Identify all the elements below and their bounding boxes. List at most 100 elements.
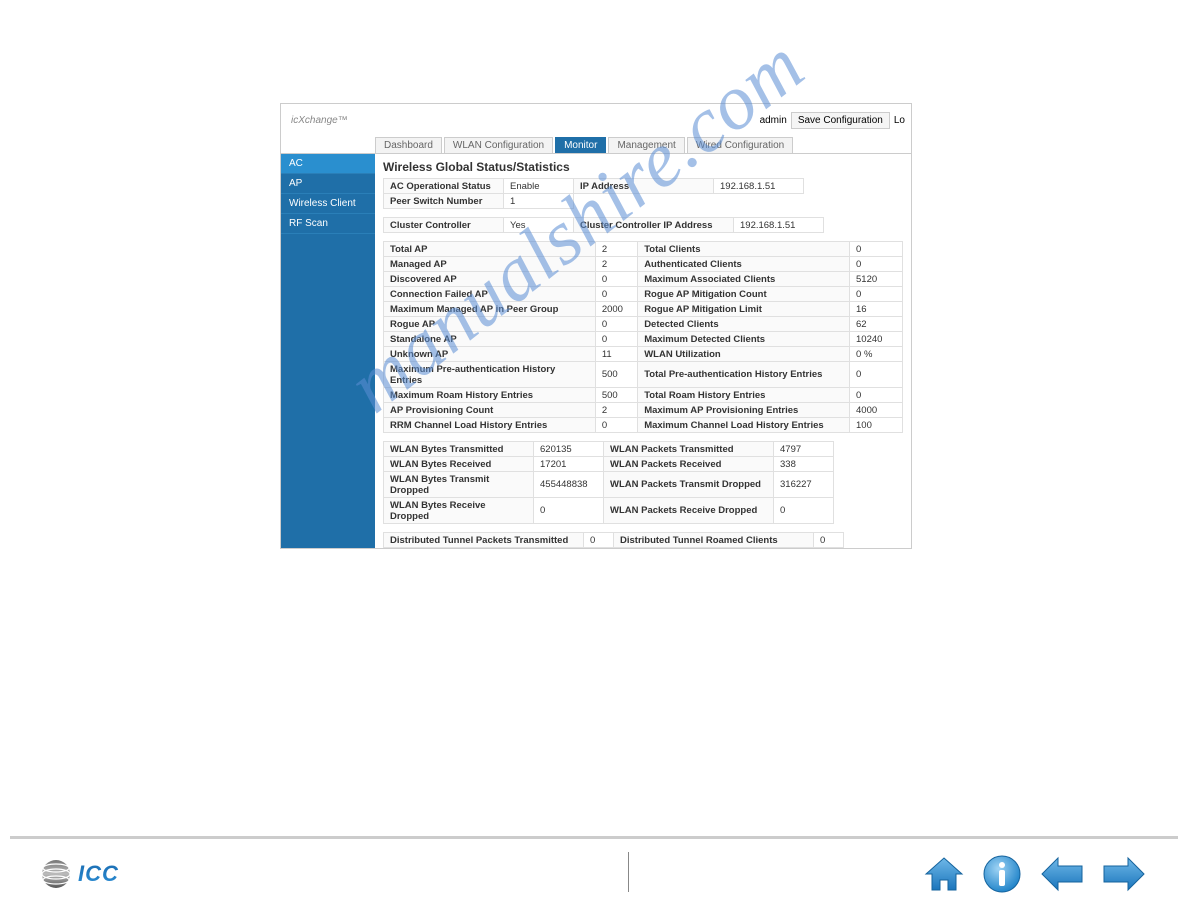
app-window: icXchange™ admin Save Configuration Lo D… bbox=[280, 103, 912, 549]
footer-logo-text: ICC bbox=[78, 861, 119, 887]
stat-value: 4797 bbox=[774, 442, 834, 457]
stat-value: 0 bbox=[595, 317, 637, 332]
stat-label: WLAN Bytes Receive Dropped bbox=[384, 498, 534, 524]
stat-label: WLAN Packets Transmit Dropped bbox=[604, 472, 774, 498]
sidebar-item-ap[interactable]: AP bbox=[281, 174, 375, 194]
tab-monitor[interactable]: Monitor bbox=[555, 137, 606, 153]
stat-value: 0 % bbox=[850, 347, 903, 362]
stat-value: Yes bbox=[504, 218, 574, 233]
stat-label: WLAN Bytes Transmit Dropped bbox=[384, 472, 534, 498]
stat-value: 500 bbox=[595, 388, 637, 403]
globe-icon bbox=[40, 858, 72, 890]
stat-label: Managed AP bbox=[384, 257, 596, 272]
sidebar-item-ac[interactable]: AC bbox=[281, 154, 375, 174]
stat-label: Cluster Controller IP Address bbox=[574, 218, 734, 233]
stat-value: 2 bbox=[595, 403, 637, 418]
tab-dashboard[interactable]: Dashboard bbox=[375, 137, 442, 153]
brand-text: icXchange™ bbox=[291, 115, 348, 126]
stat-value: 455448838 bbox=[534, 472, 604, 498]
stat-label: Cluster Controller bbox=[384, 218, 504, 233]
stat-value: 100 bbox=[850, 418, 903, 433]
stat-value: 4000 bbox=[850, 403, 903, 418]
stat-label: WLAN Bytes Received bbox=[384, 457, 534, 472]
stat-value: 62 bbox=[850, 317, 903, 332]
stat-label: Detected Clients bbox=[638, 317, 850, 332]
main-tabs: DashboardWLAN ConfigurationMonitorManage… bbox=[281, 136, 911, 154]
stat-label: WLAN Packets Received bbox=[604, 457, 774, 472]
stat-value: 0 bbox=[850, 388, 903, 403]
info-icon[interactable] bbox=[980, 852, 1024, 896]
stat-label: WLAN Utilization bbox=[638, 347, 850, 362]
status-block-2: Cluster ControllerYesCluster Controller … bbox=[383, 217, 824, 233]
stat-value: 0 bbox=[850, 287, 903, 302]
stat-value: 0 bbox=[814, 533, 844, 548]
save-config-button[interactable]: Save Configuration bbox=[791, 112, 890, 129]
stat-label: AP Provisioning Count bbox=[384, 403, 596, 418]
stat-label: Total Roam History Entries bbox=[638, 388, 850, 403]
stat-label: Distributed Tunnel Clients bbox=[384, 548, 584, 549]
stat-label: Unknown AP bbox=[384, 347, 596, 362]
current-user: admin bbox=[760, 115, 787, 126]
stat-label: WLAN Packets Receive Dropped bbox=[604, 498, 774, 524]
stat-value: 0 bbox=[595, 287, 637, 302]
stat-label: Maximum Pre-authentication History Entri… bbox=[384, 362, 596, 388]
stat-label: Rogue AP bbox=[384, 317, 596, 332]
stat-label: Discovered AP bbox=[384, 272, 596, 287]
stat-label: Maximum Roam History Entries bbox=[384, 388, 596, 403]
stat-label: Peer Switch Number bbox=[384, 194, 504, 209]
stat-label: Maximum Detected Clients bbox=[638, 332, 850, 347]
stat-value: 2 bbox=[595, 242, 637, 257]
stat-label: Rogue AP Mitigation Limit bbox=[638, 302, 850, 317]
stat-value: 338 bbox=[774, 457, 834, 472]
stat-value: Enable bbox=[504, 179, 574, 194]
stat-value: 0 bbox=[595, 272, 637, 287]
stat-value: 620135 bbox=[534, 442, 604, 457]
prev-icon[interactable] bbox=[1038, 854, 1086, 894]
stat-value: 316227 bbox=[774, 472, 834, 498]
status-block-5: Distributed Tunnel Packets Transmitted0D… bbox=[383, 532, 844, 548]
status-block-3: Total AP2Total Clients0Managed AP2Authen… bbox=[383, 241, 903, 433]
sidebar: ACAPWireless ClientRF Scan bbox=[281, 154, 375, 548]
stat-label: Total Clients bbox=[638, 242, 850, 257]
stat-value: 192.168.1.51 bbox=[734, 218, 824, 233]
stat-value: 1 bbox=[504, 194, 574, 209]
status-block-4: WLAN Bytes Transmitted620135WLAN Packets… bbox=[383, 441, 834, 524]
footer-separator bbox=[10, 836, 1178, 839]
stat-label: Distributed Tunnel Packets Transmitted bbox=[384, 533, 584, 548]
home-icon[interactable] bbox=[922, 852, 966, 896]
stat-value: 0 bbox=[595, 332, 637, 347]
tab-wired-configuration[interactable]: Wired Configuration bbox=[687, 137, 793, 153]
next-icon[interactable] bbox=[1100, 854, 1148, 894]
sidebar-item-rf-scan[interactable]: RF Scan bbox=[281, 214, 375, 234]
sidebar-item-wireless-client[interactable]: Wireless Client bbox=[281, 194, 375, 214]
stat-label: Authenticated Clients bbox=[638, 257, 850, 272]
tab-management[interactable]: Management bbox=[608, 137, 684, 153]
stat-value: 0 bbox=[584, 548, 614, 549]
stat-label: Maximum Channel Load History Entries bbox=[638, 418, 850, 433]
stat-label: IP Address bbox=[574, 179, 714, 194]
stat-label: Distributed Tunnel Roamed Clients bbox=[614, 533, 814, 548]
stat-label: Total AP bbox=[384, 242, 596, 257]
stat-value: 0 bbox=[850, 242, 903, 257]
stat-label: Maximum Managed AP in Peer Group bbox=[384, 302, 596, 317]
stat-value: 192.168.1.51 bbox=[714, 179, 804, 194]
stat-label: Total Pre-authentication History Entries bbox=[638, 362, 850, 388]
stat-label: Standalone AP bbox=[384, 332, 596, 347]
stat-value: 0 bbox=[595, 418, 637, 433]
logout-button[interactable]: Lo bbox=[894, 115, 905, 126]
stat-value: 0 bbox=[850, 257, 903, 272]
stat-value: 16 bbox=[850, 302, 903, 317]
stat-value: 2000 bbox=[595, 302, 637, 317]
stat-label: RRM Channel Load History Entries bbox=[384, 418, 596, 433]
footer-logo: ICC bbox=[40, 858, 119, 890]
stat-value: 500 bbox=[595, 362, 637, 388]
stat-label: WLAN Bytes Transmitted bbox=[384, 442, 534, 457]
stat-label: WLAN Packets Transmitted bbox=[604, 442, 774, 457]
page-title: Wireless Global Status/Statistics bbox=[383, 160, 903, 174]
tab-wlan-configuration[interactable]: WLAN Configuration bbox=[444, 137, 553, 153]
stat-value: 17201 bbox=[534, 457, 604, 472]
stat-value: 0 bbox=[774, 498, 834, 524]
stat-value: 5120 bbox=[850, 272, 903, 287]
stat-label: AC Operational Status bbox=[384, 179, 504, 194]
stat-value: 10240 bbox=[850, 332, 903, 347]
